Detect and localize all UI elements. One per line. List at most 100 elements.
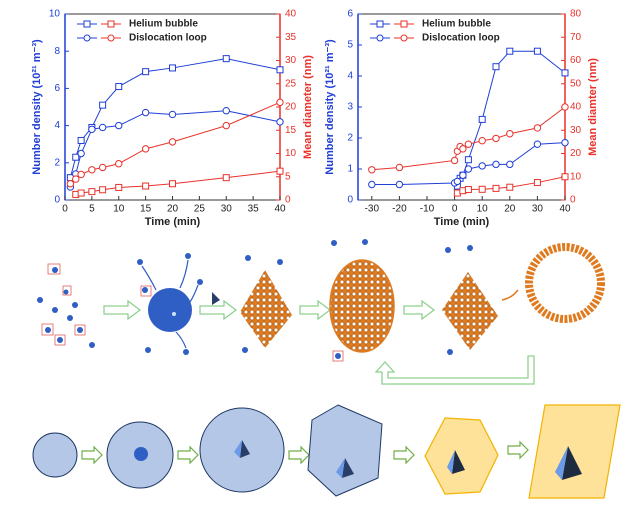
- y2-tick-label: 20: [285, 102, 297, 113]
- marker: [368, 180, 376, 189]
- x-tick-label: 30: [532, 204, 544, 215]
- marker: [169, 64, 176, 72]
- legend-label: Helium bubble: [129, 19, 198, 30]
- marker: [72, 153, 80, 161]
- marker: [72, 175, 80, 183]
- legend-marker: [107, 34, 115, 42]
- series: [453, 173, 569, 197]
- x-tick-label: 5: [89, 204, 95, 215]
- marker: [115, 121, 123, 130]
- marker: [88, 125, 96, 134]
- marker: [77, 170, 85, 179]
- y-tick-label: 6: [54, 83, 60, 94]
- series: [66, 55, 284, 182]
- legend-marker: [400, 20, 408, 28]
- x-tick-label: 25: [194, 204, 206, 215]
- series: [368, 103, 569, 174]
- x-tick-label: 0: [452, 204, 458, 215]
- marker: [492, 134, 500, 143]
- x-tick-label: 10: [477, 204, 489, 215]
- y-tick-label: 4: [54, 120, 60, 131]
- marker: [99, 186, 107, 194]
- marker: [222, 107, 230, 115]
- marker: [142, 68, 150, 76]
- marker: [222, 121, 230, 130]
- marker: [395, 180, 404, 189]
- x-axis-label: Time (min): [434, 216, 490, 228]
- y2-axis-label: Mean diameter (nm): [302, 55, 314, 159]
- marker: [561, 103, 569, 111]
- y2-tick-label: 50: [570, 78, 582, 89]
- marker: [222, 55, 230, 63]
- series-line: [75, 170, 281, 195]
- x-tick-label: 35: [248, 204, 260, 215]
- marker: [168, 110, 177, 119]
- marker: [453, 177, 462, 186]
- x-tick-label: 30: [221, 204, 233, 215]
- marker: [478, 162, 486, 170]
- y-tick-label: 3: [347, 102, 353, 113]
- y2-tick-label: 10: [285, 148, 297, 159]
- y-tick-label: 4: [347, 71, 353, 82]
- marker: [168, 138, 177, 146]
- marker: [276, 167, 284, 175]
- series-line: [69, 110, 281, 188]
- x-tick-label: 10: [113, 204, 125, 215]
- marker: [464, 140, 473, 148]
- marker: [533, 179, 541, 187]
- y-tick-label: 2: [347, 133, 353, 144]
- legend-label: Dislocation loop: [422, 33, 500, 44]
- marker: [98, 163, 107, 172]
- y-tick-label: 10: [49, 9, 61, 20]
- marker: [478, 115, 486, 123]
- marker: [77, 136, 85, 144]
- y2-axis-label: Mean diamter (nm): [587, 58, 599, 156]
- marker: [533, 47, 541, 55]
- y2-tick-label: 15: [285, 125, 297, 136]
- schematic-top: [37, 239, 605, 385]
- y-axis-label: Number density (10²¹ m⁻³): [324, 39, 336, 175]
- y2-tick-label: 30: [285, 55, 297, 66]
- marker: [459, 171, 467, 179]
- legend-marker: [376, 34, 384, 42]
- marker: [478, 137, 486, 145]
- y-tick-label: 5: [347, 40, 353, 51]
- x-tick-label: 20: [504, 204, 516, 215]
- y-tick-label: 0: [54, 195, 60, 206]
- y2-tick-label: 80: [570, 9, 582, 20]
- marker: [115, 83, 123, 91]
- marker: [395, 163, 404, 172]
- marker: [276, 118, 284, 126]
- marker: [141, 108, 150, 117]
- marker: [506, 47, 514, 55]
- y2-tick-label: 40: [285, 9, 297, 20]
- marker: [533, 140, 542, 148]
- marker: [66, 180, 75, 188]
- marker: [561, 173, 569, 181]
- y-tick-label: 0: [347, 195, 353, 206]
- marker: [98, 123, 107, 132]
- x-tick-label: 40: [274, 204, 286, 215]
- y2-tick-label: 70: [570, 32, 582, 43]
- marker: [115, 183, 123, 191]
- x-tick-label: -30: [365, 204, 380, 215]
- y2-tick-label: 10: [570, 171, 582, 182]
- y2-tick-label: 0: [285, 195, 291, 206]
- y2-tick-label: 5: [285, 171, 291, 182]
- x-tick-label: 15: [140, 204, 152, 215]
- marker: [115, 160, 123, 168]
- marker: [222, 174, 230, 182]
- x-tick-label: 0: [62, 204, 68, 215]
- series: [66, 107, 284, 191]
- marker: [450, 156, 459, 165]
- series: [72, 167, 284, 198]
- y2-tick-label: 60: [570, 55, 582, 66]
- x-tick-label: -10: [420, 204, 435, 215]
- x-tick-label: -20: [392, 204, 407, 215]
- marker: [99, 101, 107, 109]
- series: [368, 138, 569, 189]
- series-line: [371, 142, 566, 185]
- marker: [88, 166, 96, 174]
- series: [66, 98, 284, 188]
- x-tick-label: 20: [167, 204, 179, 215]
